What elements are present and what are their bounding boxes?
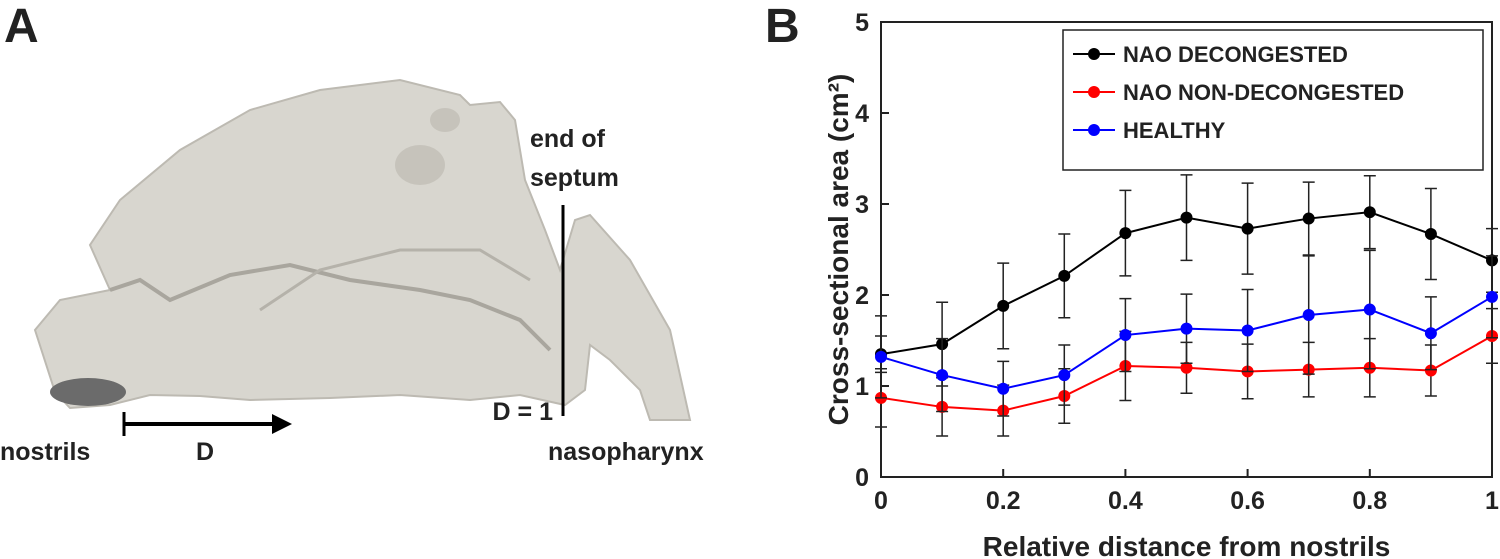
- annotation: septum: [530, 164, 619, 192]
- data-point: [997, 299, 1010, 312]
- x-axis-label: Relative distance from nostrils: [983, 531, 1391, 559]
- nasal-cavity-render: [33, 78, 692, 421]
- y-tick-label: 5: [855, 9, 869, 37]
- data-point: [875, 350, 887, 363]
- render-body: [33, 78, 692, 421]
- render-cavity: [430, 108, 460, 132]
- data-point: [1363, 303, 1376, 316]
- y-tick-label: 4: [855, 100, 869, 128]
- data-point: [997, 382, 1010, 395]
- legend-marker: [1088, 86, 1100, 98]
- nostril: [50, 378, 126, 406]
- legend-label: NAO NON-DECONGESTED: [1123, 80, 1404, 105]
- data-point: [936, 369, 949, 382]
- annotation: nostrils: [0, 438, 90, 466]
- panel-label: B: [765, 0, 800, 53]
- data-point: [1424, 364, 1437, 377]
- annotation: D = 1: [493, 398, 554, 426]
- data-point: [1424, 327, 1437, 340]
- data-point: [1180, 322, 1193, 335]
- data-point: [1302, 309, 1315, 322]
- legend-label: HEALTHY: [1123, 118, 1226, 143]
- data-point: [1302, 212, 1315, 225]
- annotation: D: [196, 438, 214, 466]
- x-tick-label: 0.2: [986, 487, 1021, 515]
- data-point: [1119, 329, 1132, 342]
- data-point: [1241, 324, 1254, 337]
- y-tick-label: 2: [855, 282, 869, 310]
- legend-marker: [1088, 124, 1100, 136]
- data-point: [1486, 290, 1498, 303]
- y-axis-label: Cross-sectional area (cm²): [823, 74, 854, 426]
- annotation: end of: [530, 125, 606, 153]
- y-tick-label: 1: [855, 373, 869, 401]
- data-point: [1241, 222, 1254, 235]
- legend-label: NAO DECONGESTED: [1123, 42, 1348, 67]
- y-tick-label: 3: [855, 191, 869, 219]
- data-point: [1424, 228, 1437, 241]
- annotation: nasopharynx: [548, 438, 704, 466]
- render-fold: [259, 248, 531, 312]
- panel-label: A: [4, 0, 39, 53]
- render-cavity: [395, 145, 445, 185]
- data-point: [1058, 369, 1071, 382]
- x-tick-label: 0: [874, 487, 888, 515]
- render-fold: [109, 262, 552, 352]
- x-tick-label: 1: [1485, 487, 1499, 515]
- x-tick-label: 0.6: [1230, 487, 1265, 515]
- arrow-head: [272, 414, 292, 434]
- data-point: [1119, 227, 1132, 240]
- x-tick-label: 0.4: [1108, 487, 1143, 515]
- data-point: [1363, 206, 1376, 219]
- data-point: [1180, 211, 1193, 224]
- legend-marker: [1088, 48, 1100, 60]
- x-tick-label: 0.8: [1352, 487, 1387, 515]
- data-point: [1058, 269, 1071, 282]
- y-tick-label: 0: [855, 464, 869, 492]
- data-point: [1180, 361, 1193, 374]
- legend-box: [1062, 29, 1484, 171]
